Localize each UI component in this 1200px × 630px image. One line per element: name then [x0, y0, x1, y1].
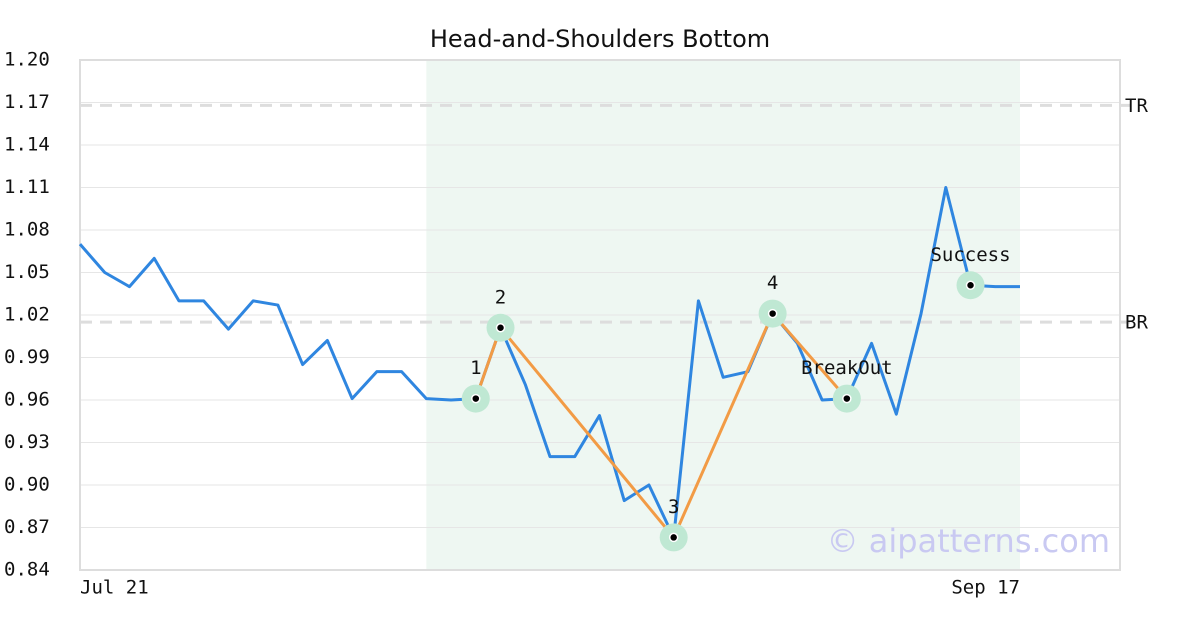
y-tick-label: 0.87 — [4, 516, 50, 538]
y-tick-label: 0.84 — [4, 559, 50, 581]
y-tick-label: 1.20 — [4, 49, 50, 71]
y-tick-label: 1.14 — [4, 134, 50, 156]
y-tick-label: 1.02 — [4, 304, 50, 326]
pattern-point — [842, 393, 852, 404]
y-tick-label: 1.05 — [4, 261, 50, 283]
y-tick-label: 0.96 — [4, 389, 50, 411]
pattern-point — [495, 323, 506, 333]
reference-label: TR — [1125, 95, 1148, 117]
y-tick-label: 1.17 — [4, 91, 50, 113]
pattern-label: 3 — [668, 496, 679, 518]
y-tick-label: 0.99 — [4, 346, 50, 368]
watermark: © aipatterns.com — [827, 522, 1110, 560]
pattern-point — [471, 393, 481, 404]
chart-title: Head-and-Shoulders Bottom — [430, 25, 770, 53]
pattern-point — [668, 532, 679, 543]
y-tick-label: 0.90 — [4, 474, 50, 496]
pattern-label: 2 — [495, 286, 506, 308]
pattern-label: 4 — [767, 272, 778, 294]
reference-label: BR — [1125, 312, 1148, 334]
pattern-label: BreakOut — [801, 357, 893, 379]
pattern-label: 1 — [470, 357, 481, 379]
pattern-point — [767, 308, 778, 319]
plot-frame — [79, 59, 1121, 571]
price-line — [78, 186, 1020, 539]
y-tick-label: 0.93 — [4, 431, 50, 453]
x-tick-label: Jul 21 — [80, 577, 149, 599]
pattern-point — [965, 280, 976, 290]
pattern-label: Success — [930, 244, 1010, 266]
y-tick-label: 1.08 — [4, 219, 50, 241]
y-tick-label: 1.11 — [4, 176, 50, 198]
x-tick-label: Sep 17 — [951, 577, 1020, 599]
